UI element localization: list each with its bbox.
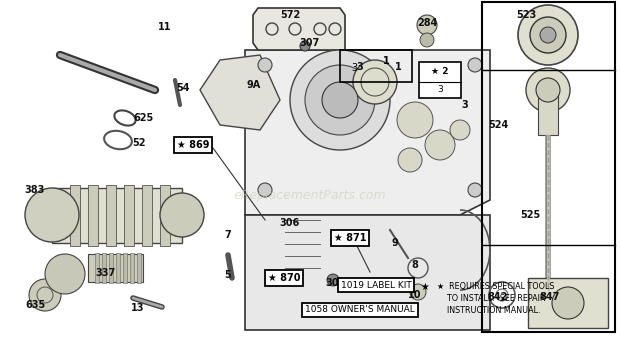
Text: 52: 52: [132, 138, 146, 148]
Text: 1058 OWNER'S MANUAL: 1058 OWNER'S MANUAL: [305, 305, 415, 315]
Polygon shape: [245, 215, 490, 330]
Circle shape: [305, 65, 375, 135]
Text: 842: 842: [488, 292, 508, 302]
Text: ★ 870: ★ 870: [268, 273, 300, 283]
Circle shape: [327, 274, 339, 286]
Circle shape: [540, 27, 556, 43]
Text: 847: 847: [540, 292, 560, 302]
Circle shape: [410, 284, 426, 300]
Bar: [142, 185, 152, 246]
Bar: [106, 185, 116, 246]
Text: 635: 635: [25, 300, 45, 310]
Circle shape: [536, 78, 560, 102]
Text: 572: 572: [280, 10, 300, 20]
Circle shape: [45, 254, 85, 294]
Circle shape: [397, 102, 433, 138]
Text: ★ 869: ★ 869: [177, 140, 210, 150]
Text: INSTRUCTION MANUAL.: INSTRUCTION MANUAL.: [437, 306, 541, 315]
Bar: [95, 253, 99, 283]
Circle shape: [29, 279, 61, 311]
Text: 5: 5: [224, 270, 231, 280]
Circle shape: [526, 68, 570, 112]
Polygon shape: [245, 50, 490, 215]
Polygon shape: [200, 55, 280, 130]
Text: eReplacementParts.com: eReplacementParts.com: [234, 189, 386, 202]
Text: 54: 54: [176, 83, 190, 93]
Bar: [340, 50, 412, 82]
Text: 9: 9: [392, 238, 399, 248]
Circle shape: [160, 193, 204, 237]
Circle shape: [258, 58, 272, 72]
Circle shape: [468, 183, 482, 197]
Polygon shape: [253, 8, 345, 50]
Circle shape: [353, 60, 397, 104]
Text: 13: 13: [131, 303, 144, 313]
Text: 3: 3: [356, 62, 363, 72]
Text: 307: 307: [325, 278, 345, 288]
Bar: [102, 253, 106, 283]
Circle shape: [398, 148, 422, 172]
Bar: [109, 253, 113, 283]
Bar: [123, 253, 127, 283]
Circle shape: [530, 17, 566, 53]
Text: 523: 523: [516, 10, 536, 20]
Text: 3: 3: [352, 62, 358, 73]
Bar: [52, 188, 182, 243]
Text: 1: 1: [394, 62, 401, 72]
Circle shape: [420, 33, 434, 47]
Text: ★: ★: [420, 282, 429, 292]
Text: 284: 284: [417, 18, 437, 28]
Bar: [482, 2, 615, 332]
Text: 337: 337: [95, 268, 115, 278]
Circle shape: [518, 5, 578, 65]
Text: 9A: 9A: [247, 80, 261, 90]
Text: 8: 8: [412, 260, 418, 270]
Bar: [116, 253, 120, 283]
Text: 306: 306: [280, 218, 300, 228]
Text: ★  REQUIRES SPECIAL TOOLS: ★ REQUIRES SPECIAL TOOLS: [437, 282, 554, 291]
Text: 11: 11: [158, 22, 172, 32]
Circle shape: [300, 41, 310, 51]
Text: ★ 2: ★ 2: [432, 67, 449, 76]
Text: 383: 383: [25, 185, 45, 195]
Circle shape: [417, 15, 437, 35]
Circle shape: [468, 58, 482, 72]
Text: 10: 10: [408, 290, 422, 300]
Bar: [538, 90, 558, 135]
Text: 625: 625: [133, 113, 153, 123]
Bar: [88, 254, 143, 282]
Bar: [419, 62, 461, 98]
Circle shape: [552, 287, 584, 319]
Text: 3: 3: [462, 100, 468, 110]
Bar: [137, 253, 141, 283]
Text: 524: 524: [488, 120, 508, 130]
Circle shape: [322, 82, 358, 118]
Circle shape: [450, 120, 470, 140]
Text: 1019 LABEL KIT: 1019 LABEL KIT: [340, 281, 412, 289]
Text: 3: 3: [437, 85, 443, 94]
Text: TO INSTALL.  SEE REPAIR: TO INSTALL. SEE REPAIR: [437, 294, 546, 303]
Bar: [124, 185, 134, 246]
Bar: [88, 185, 98, 246]
Circle shape: [25, 188, 79, 242]
Text: 1: 1: [383, 56, 390, 66]
Circle shape: [290, 50, 390, 150]
Circle shape: [258, 183, 272, 197]
Bar: [528, 278, 608, 328]
Text: 7: 7: [224, 230, 231, 240]
Text: 307: 307: [300, 38, 320, 48]
Bar: [130, 253, 134, 283]
Bar: [160, 185, 170, 246]
Circle shape: [425, 130, 455, 160]
Bar: [70, 185, 80, 246]
Text: ★ 871: ★ 871: [334, 233, 366, 243]
Text: 525: 525: [520, 210, 540, 220]
